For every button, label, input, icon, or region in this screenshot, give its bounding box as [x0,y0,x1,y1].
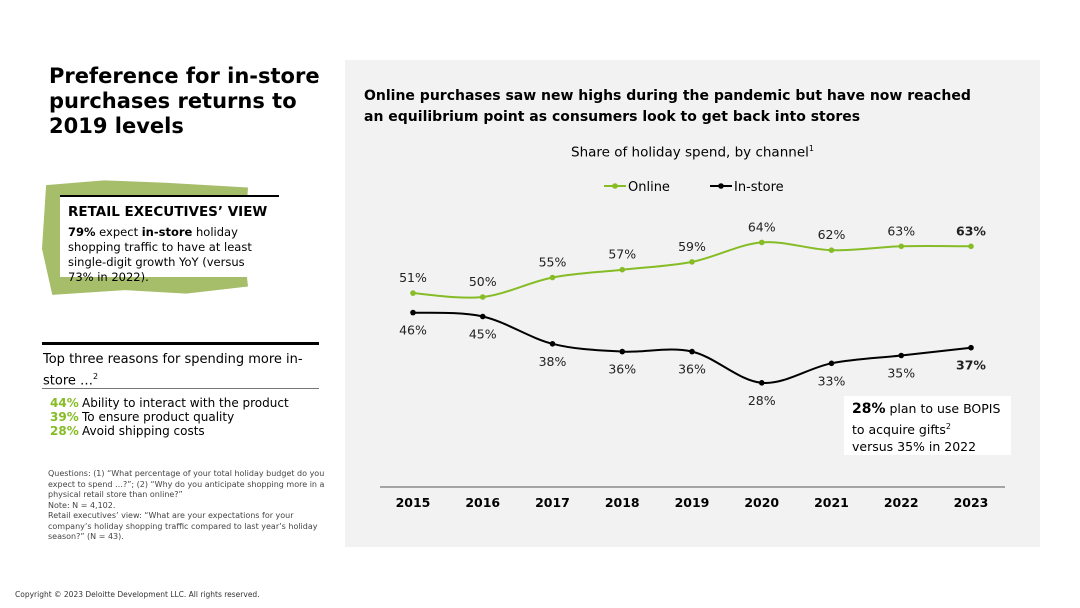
page-title: Preference for in-store purchases return… [49,64,320,138]
data-label: 57% [608,247,636,262]
data-point [968,243,974,250]
data-point [828,247,835,253]
reason-item: 28% Avoid shipping costs [50,424,205,438]
data-point [758,380,765,386]
footnotes: Questions: (1) “What percentage of your … [48,469,325,541]
copyright: Copyright © 2023 Deloitte Development LL… [15,590,260,599]
chart-panel [345,60,1040,547]
data-label: 45% [469,327,497,342]
data-label: 51% [399,270,427,285]
data-point [619,348,626,355]
data-point [689,348,695,355]
x-tick-label: 2016 [465,495,500,510]
data-point [479,313,486,320]
data-point [410,290,416,296]
x-tick-label: 2022 [884,495,919,510]
data-label: 35% [887,366,915,381]
data-point [549,274,556,281]
executives-view-heading: RETAIL EXECUTIVES’ VIEW [68,204,268,220]
x-tick-label: 2023 [954,495,989,510]
data-label: 50% [469,274,497,289]
data-label: 36% [678,362,706,377]
x-tick-label: 2021 [814,495,849,510]
executives-view-text: 79% expect in-store holiday shopping tra… [68,225,252,284]
reason-item: 44% Ability to interact with the product [50,396,289,410]
data-point [689,259,695,265]
data-label: 63% [956,223,986,238]
x-tick-label: 2019 [675,495,710,510]
data-label: 64% [748,219,776,234]
data-point [828,360,835,367]
data-label: 59% [678,239,706,254]
reason-item: 39% To ensure product quality [50,410,235,424]
data-point [758,239,765,246]
legend-label: Online [628,180,670,195]
reasons-list: 44% Ability to interact with the product … [50,396,289,438]
x-tick-label: 2020 [744,495,779,510]
data-point [619,266,626,273]
bopis-callout: 28% plan to use BOPIS to acquire gifts2 … [844,396,1011,455]
data-point [898,243,905,250]
data-point [968,344,974,351]
data-label: 36% [608,362,636,377]
chart-subtitle: Online purchases saw new highs during th… [364,88,971,125]
x-tick-label: 2018 [605,495,640,510]
divider [42,388,319,389]
data-label: 38% [539,354,567,369]
data-label: 46% [399,323,427,338]
executives-view-box: RETAIL EXECUTIVES’ VIEW 79% expect in-st… [60,195,279,284]
legend-marker [612,183,618,189]
reasons-heading: Top three reasons for spending more in-s… [43,352,303,389]
data-label: 55% [539,255,567,270]
data-label: 37% [956,358,986,373]
data-label: 33% [818,373,846,388]
divider [42,342,319,345]
data-point [410,309,416,316]
legend-marker [718,183,724,189]
legend-label: In-store [734,180,784,195]
data-label: 28% [748,393,776,408]
x-tick-label: 2017 [535,495,570,510]
x-tick-label: 2015 [396,495,431,510]
data-point [549,341,556,347]
data-point [898,352,905,359]
data-point [479,294,486,300]
chart-title: Share of holiday spend, by channel1 [571,144,814,161]
data-label: 63% [887,223,915,238]
data-label: 62% [818,227,846,242]
